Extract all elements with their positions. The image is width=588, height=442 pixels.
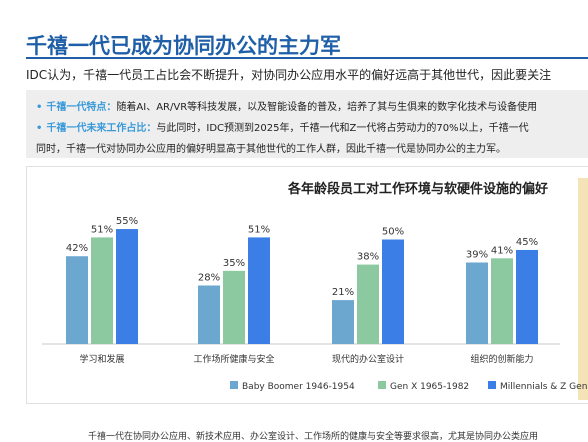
info-box: • 千禧一代特点：随着AI、AR/VR等科技发展，以及智能设备的普及，培养了其与生…: [26, 90, 588, 158]
legend-label-2: Millennials & Z Gen: [500, 382, 587, 392]
data-label-3-0: 39%: [466, 249, 488, 260]
bar-3-2: [516, 249, 538, 344]
data-label-1-2: 51%: [248, 224, 270, 235]
info-line-conclusion: 同时，千禧一代对协同办公应用的偏好明显高于其他世代的工作人群，因此千禧一代是协同…: [36, 140, 506, 155]
info-label-future: 千禧一代未来工作占比：: [46, 123, 157, 134]
category-label-2: 现代的办公室设计: [332, 353, 404, 365]
bar-2-2: [382, 239, 404, 344]
info-text-traits: 随着AI、AR/VR等科技发展，以及智能设备的普及，培养了其与生俱来的数字化技术…: [116, 102, 538, 113]
page-title: 千禧一代已成为协同办公的主力军: [26, 34, 341, 58]
category-label-1: 工作场所健康与安全: [193, 353, 274, 365]
data-label-0-1: 51%: [91, 224, 113, 235]
data-label-2-0: 21%: [332, 287, 354, 298]
info-text-future: 与此同时，IDC预测到2025年，千禧一代和Z一代将占劳动力的70%以上，千禧一…: [156, 123, 529, 134]
page-subtitle: IDC认为，千禧一代员工占比会不断提升，对协同办公应用水平的偏好远高于其他世代，…: [26, 68, 552, 82]
data-label-2-2: 50%: [382, 227, 404, 238]
bar-0-0: [66, 256, 88, 344]
bar-3-0: [466, 262, 488, 344]
info-text-conclusion: 同时，千禧一代对协同办公应用的偏好明显高于其他世代的工作人群，因此千禧一代是协同…: [36, 144, 506, 155]
data-label-1-1: 35%: [223, 258, 245, 269]
category-label-0: 学习和发展: [79, 353, 124, 365]
legend-label-1: Gen X 1965-1982: [390, 382, 469, 392]
data-label-3-1: 41%: [491, 245, 513, 256]
info-label-traits: 千禧一代特点：: [46, 102, 117, 113]
legend-swatch-2: [488, 381, 496, 389]
info-line-traits: • 千禧一代特点：随着AI、AR/VR等科技发展，以及智能设备的普及，培养了其与生…: [36, 98, 537, 113]
data-label-1-0: 28%: [198, 272, 220, 283]
legend-swatch-1: [378, 381, 386, 389]
title-underline: [26, 57, 588, 59]
bar-1-2: [248, 237, 270, 344]
legend-label-0: Baby Boomer 1946-1954: [242, 382, 355, 392]
bullet-icon: •: [36, 123, 43, 134]
bar-1-1: [223, 270, 245, 344]
data-label-2-1: 38%: [357, 252, 379, 263]
footer-text: 千禧一代在协同办公应用、新技术应用、办公室设计、工作场所的健康与安全等要求很高，…: [88, 432, 539, 442]
chart-title: 各年龄段员工对工作环境与软硬件设施的偏好: [288, 182, 549, 197]
bar-2-1: [357, 264, 379, 344]
bar-0-1: [91, 237, 113, 344]
bar-2-0: [332, 300, 354, 344]
bar-0-2: [116, 229, 138, 344]
info-line-future: • 千禧一代未来工作占比：与此同时，IDC预测到2025年，千禧一代和Z一代将占劳…: [36, 119, 529, 134]
bullet-icon: •: [36, 102, 43, 113]
side-decoration: [578, 178, 588, 400]
data-label-0-0: 42%: [66, 243, 88, 254]
bar-1-0: [198, 285, 220, 344]
legend-swatch-0: [230, 381, 238, 389]
data-label-0-2: 55%: [116, 216, 138, 227]
bar-3-1: [491, 258, 513, 344]
data-label-3-2: 45%: [516, 237, 538, 248]
category-label-3: 组织的创新能力: [470, 353, 533, 365]
